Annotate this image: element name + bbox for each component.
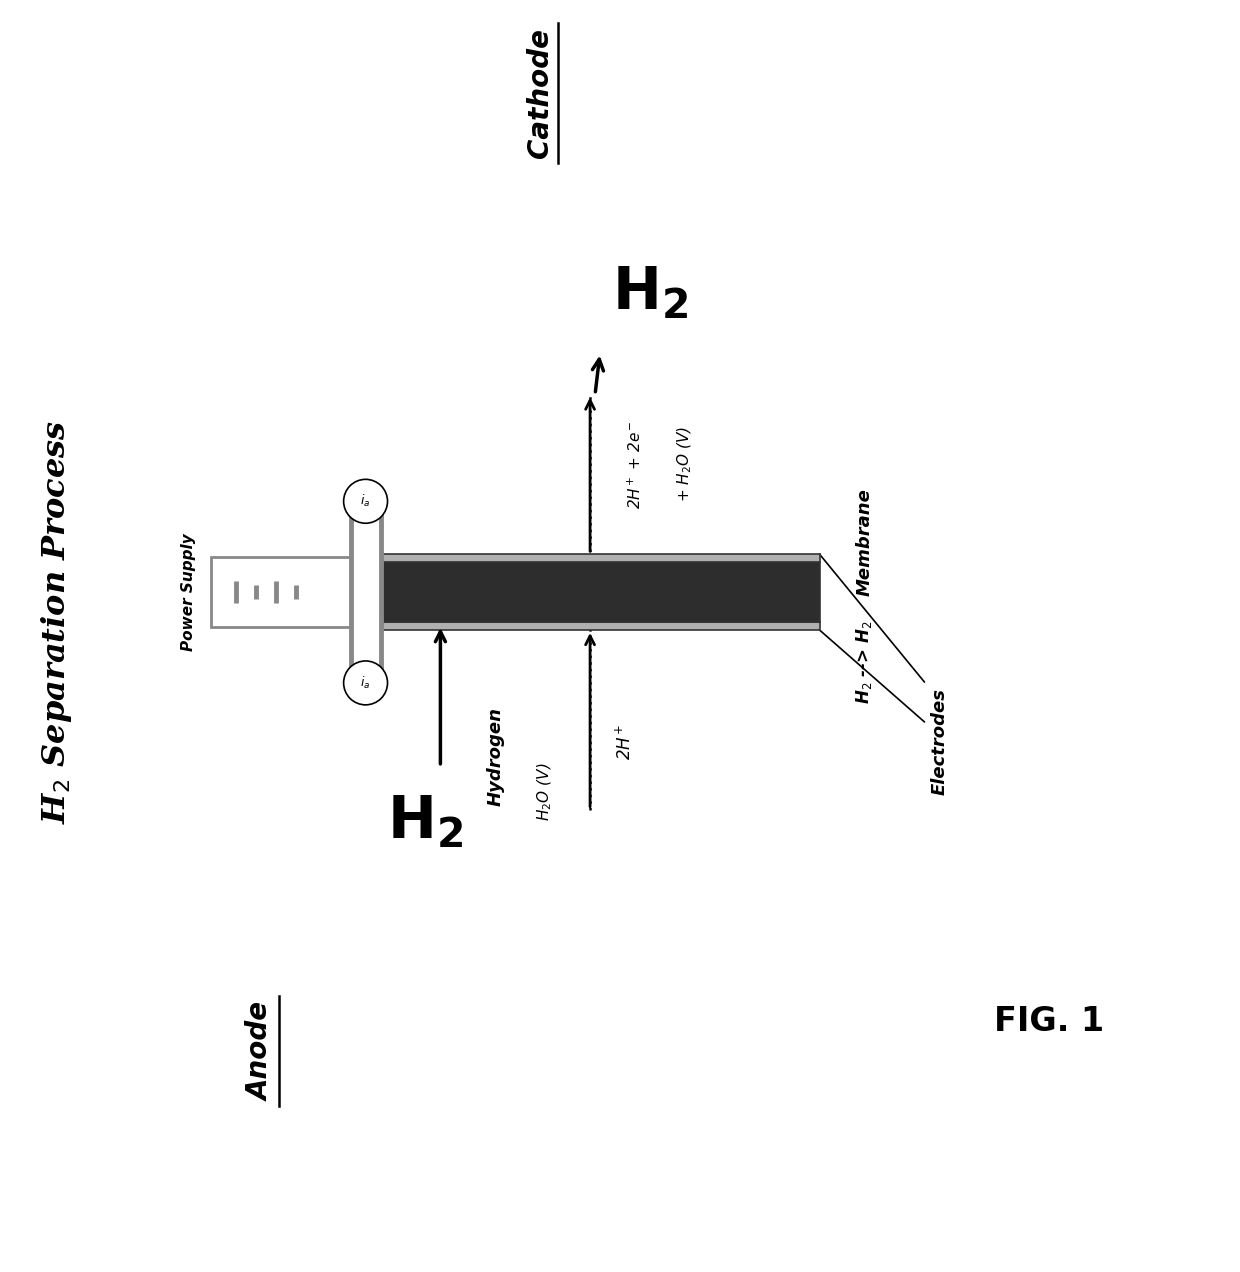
Bar xyxy=(381,562,820,622)
Text: H$_2$O (V): H$_2$O (V) xyxy=(536,762,554,820)
Bar xyxy=(381,622,820,630)
Text: Hydrogen: Hydrogen xyxy=(486,707,505,806)
Text: $\mathbf{H_2}$: $\mathbf{H_2}$ xyxy=(611,265,688,322)
Text: H$_2$ Separation Process: H$_2$ Separation Process xyxy=(38,420,73,824)
Circle shape xyxy=(343,480,388,523)
Text: $i_a$: $i_a$ xyxy=(361,494,371,509)
Bar xyxy=(381,555,820,562)
Bar xyxy=(211,557,351,627)
Text: FIG. 1: FIG. 1 xyxy=(994,1005,1104,1038)
Text: Anode: Anode xyxy=(247,1001,275,1100)
Text: Cathode: Cathode xyxy=(526,28,554,158)
Text: Electrodes: Electrodes xyxy=(930,688,949,795)
Text: H$_2$ --> H$_2$: H$_2$ --> H$_2$ xyxy=(854,621,874,703)
Text: Power Supply: Power Supply xyxy=(181,533,196,651)
Text: 2H$^+$ + 2e$^-$: 2H$^+$ + 2e$^-$ xyxy=(626,420,644,509)
Text: $\mathbf{H_2}$: $\mathbf{H_2}$ xyxy=(387,794,464,850)
Text: + H$_2$O (V): + H$_2$O (V) xyxy=(676,426,694,502)
Text: $i_a$: $i_a$ xyxy=(361,675,371,691)
Text: Membrane: Membrane xyxy=(856,488,873,597)
Circle shape xyxy=(343,661,388,705)
Text: 2H$^+$: 2H$^+$ xyxy=(615,724,635,759)
